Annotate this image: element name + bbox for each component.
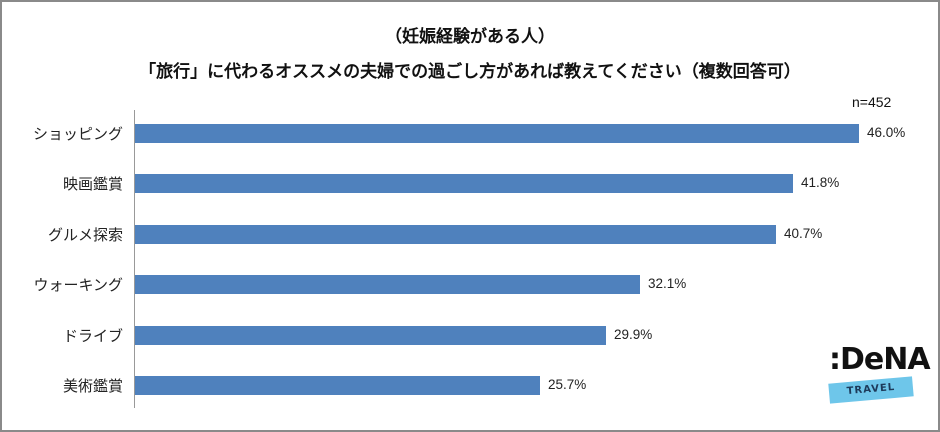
dena-travel-logo: :DeNA TRAVEL xyxy=(825,342,931,412)
value-label: 29.9% xyxy=(614,327,653,342)
sample-size-label: n=452 xyxy=(852,94,892,110)
category-label: 映画鑑賞 xyxy=(62,175,123,193)
category-label: ドライブ xyxy=(62,327,123,345)
value-label: 40.7% xyxy=(784,226,823,241)
value-label: 46.0% xyxy=(867,125,906,140)
value-label: 25.7% xyxy=(548,377,587,392)
bar xyxy=(135,376,540,395)
category-label: 美術鑑賞 xyxy=(62,377,123,395)
logo-tagline: TRAVEL xyxy=(846,381,896,398)
bar xyxy=(135,275,640,294)
value-label: 41.8% xyxy=(801,175,840,190)
chart-subtitle: （妊娠経験がある人） xyxy=(385,27,555,47)
category-label: ウォーキング xyxy=(33,276,123,294)
category-label: ショッピング xyxy=(32,125,123,143)
logo-brand: :DeNA xyxy=(829,342,931,377)
chart-title: 「旅行」に代わるオススメの夫婦での過ごし方があれば教えてください（複数回答可） xyxy=(139,62,801,82)
logo-band: TRAVEL xyxy=(828,376,914,404)
bar xyxy=(135,124,859,143)
bar xyxy=(135,225,776,244)
value-label: 32.1% xyxy=(648,276,687,291)
bar xyxy=(135,326,606,345)
category-axis xyxy=(134,110,135,408)
bar xyxy=(135,174,793,193)
category-label: グルメ探索 xyxy=(47,226,123,244)
